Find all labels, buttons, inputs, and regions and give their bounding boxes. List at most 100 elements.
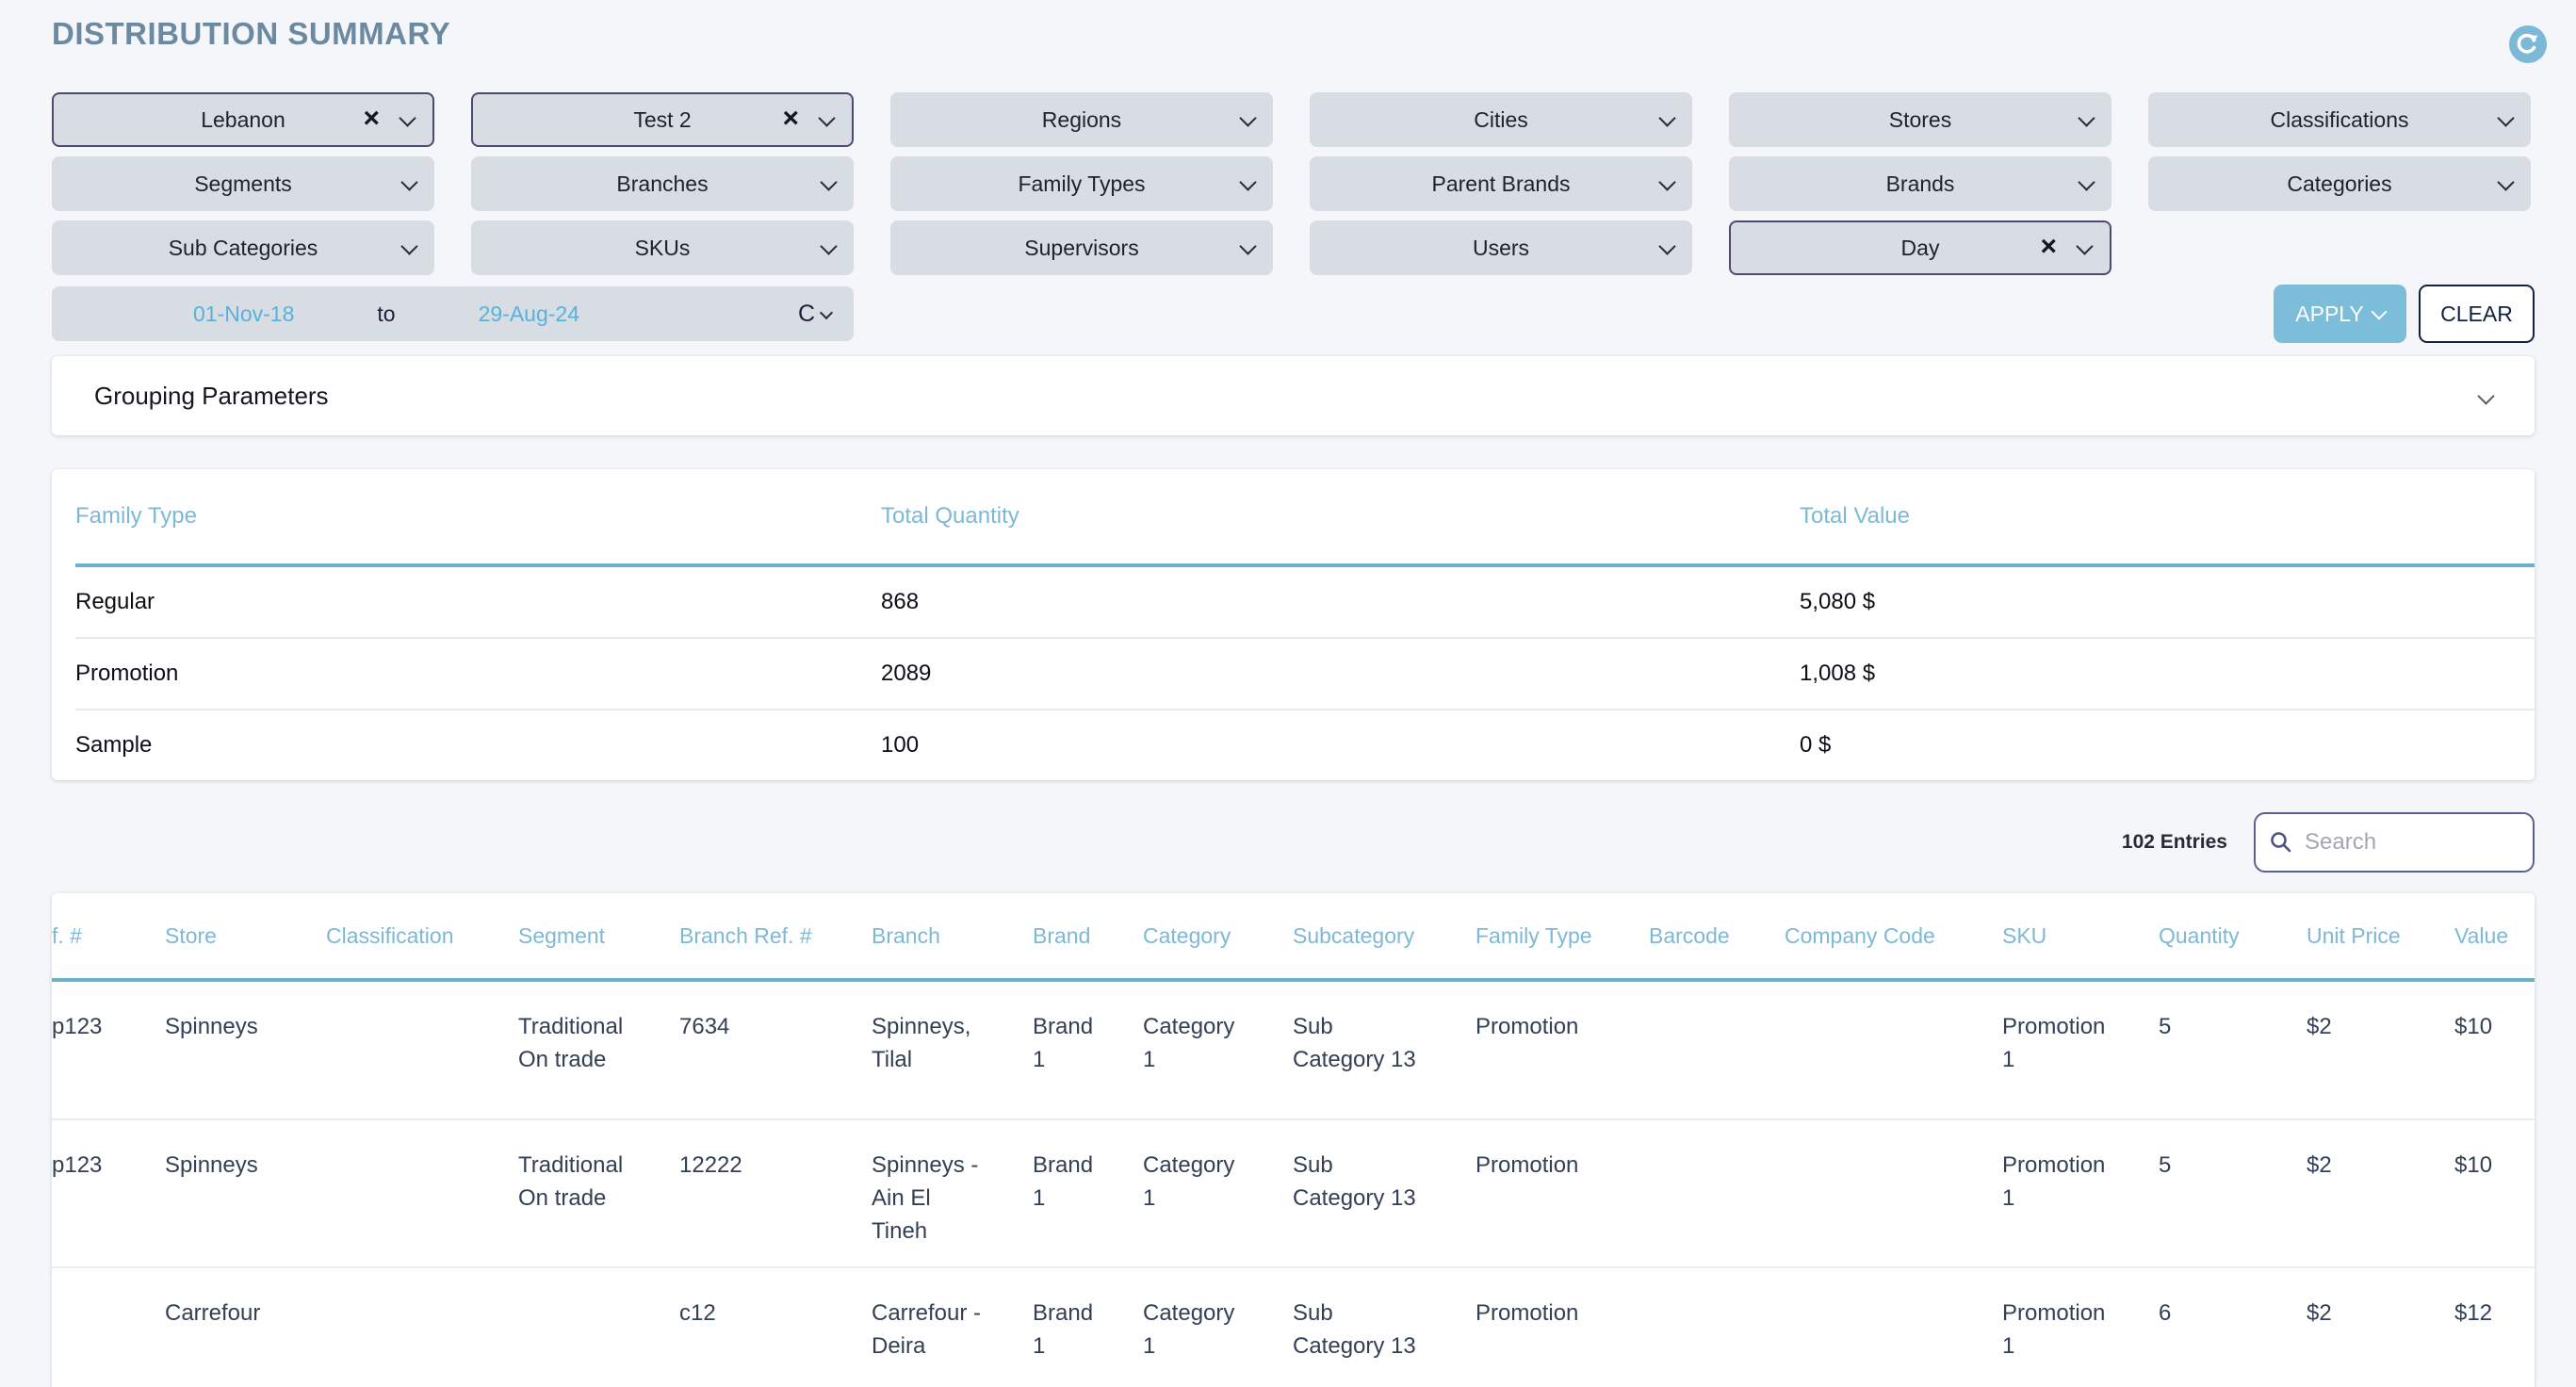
search-input[interactable] xyxy=(2303,828,2519,857)
date-and-actions-row: 01-Nov-18 to 29-Aug-24 C APPLY CLEAR xyxy=(52,285,2535,343)
summary-cell-total-quantity: 2089 xyxy=(881,661,932,686)
filter-supervisors-label: Supervisors xyxy=(1024,235,1139,260)
details-header-family-type: Family Type xyxy=(1475,893,1649,982)
filter-parent-brands[interactable]: Parent Brands xyxy=(1310,156,1692,211)
date-separator-label: to xyxy=(377,301,396,326)
details-cell-company-code xyxy=(1785,980,2002,1119)
chevron-down-icon xyxy=(2497,173,2515,191)
search-icon xyxy=(2269,830,2293,855)
date-from[interactable]: 01-Nov-18 xyxy=(193,301,295,326)
date-preset-label: C xyxy=(797,300,815,327)
details-row: p123 Spinneys Traditional On trade 7634 … xyxy=(52,980,2535,1119)
filter-projects[interactable]: Test 2 × xyxy=(471,92,854,147)
details-cell-branch-ref: 7634 xyxy=(679,1014,730,1039)
filter-users[interactable]: Users xyxy=(1310,220,1692,275)
clear-icon[interactable]: × xyxy=(363,102,380,134)
summary-cell-total-quantity: 100 xyxy=(881,732,920,758)
filter-sub-categories[interactable]: Sub Categories xyxy=(52,220,434,275)
chevron-down-icon xyxy=(1239,109,1257,127)
summary-row: Sample 100 0 $ xyxy=(75,709,2535,780)
filter-skus[interactable]: SKUs xyxy=(471,220,854,275)
filter-projects-label: Test 2 xyxy=(633,106,692,132)
summary-cell-total-value: 5,080 $ xyxy=(1800,589,1876,614)
summary-header-total-value: Total Value xyxy=(1800,503,1910,529)
date-to[interactable]: 29-Aug-24 xyxy=(478,301,579,326)
filter-cities-label: Cities xyxy=(1474,106,1528,132)
clear-icon[interactable]: × xyxy=(2040,230,2057,262)
summary-table: Family Type Total Quantity Total Value R… xyxy=(52,469,2535,780)
details-table-card: f. # Store Classification Segment Branch… xyxy=(52,893,2535,1387)
chevron-down-icon xyxy=(2078,109,2095,127)
details-cell-value: $10 xyxy=(2454,1118,2535,1267)
details-cell-subcategory: Sub Category 13 xyxy=(1293,1014,1416,1072)
details-cell-category: Category 1 xyxy=(1143,1118,1293,1267)
filter-family-types[interactable]: Family Types xyxy=(890,156,1273,211)
details-header-unit-price: Unit Price xyxy=(2307,893,2454,982)
details-cell-unit-price: $2 xyxy=(2307,1118,2454,1267)
chevron-down-icon[interactable] xyxy=(2477,386,2495,405)
details-cell-value: $12 xyxy=(2454,1266,2535,1387)
details-header-classification: Classification xyxy=(326,893,518,982)
filter-regions-label: Regions xyxy=(1041,106,1122,132)
grouping-parameters-title: Grouping Parameters xyxy=(94,381,329,410)
chevron-down-icon xyxy=(2371,303,2388,320)
filter-stores[interactable]: Stores xyxy=(1729,92,2111,147)
details-header-row: f. # Store Classification Segment Branch… xyxy=(52,893,2535,982)
chevron-down-icon xyxy=(400,173,418,191)
summary-table-header: Family Type Total Quantity Total Value xyxy=(75,469,2535,567)
filter-brands[interactable]: Brands xyxy=(1729,156,2111,211)
clear-button[interactable]: CLEAR xyxy=(2419,285,2535,343)
details-cell-sku: Promotion 1 xyxy=(2002,1266,2159,1387)
date-preset-toggle[interactable]: C xyxy=(797,300,834,328)
chevron-down-icon xyxy=(820,173,838,191)
date-range-picker[interactable]: 01-Nov-18 to 29-Aug-24 C xyxy=(52,286,854,341)
filter-parent-brands-label: Parent Brands xyxy=(1431,171,1571,196)
summary-row: Regular 868 5,080 $ xyxy=(75,567,2535,637)
filter-regions[interactable]: Regions xyxy=(890,92,1273,147)
summary-cell-total-value: 1,008 $ xyxy=(1800,661,1876,686)
grouping-parameters-header[interactable]: Grouping Parameters xyxy=(52,356,2535,435)
details-cell-branch-ref: c12 xyxy=(679,1266,872,1387)
summary-cell-family-type: Promotion xyxy=(75,661,179,686)
refresh-icon[interactable] xyxy=(2509,25,2547,63)
filter-segments[interactable]: Segments xyxy=(52,156,434,211)
apply-button[interactable]: APPLY xyxy=(2274,285,2406,343)
filter-day[interactable]: Day × xyxy=(1729,220,2111,275)
filter-branches[interactable]: Branches xyxy=(471,156,854,211)
details-cell-store: Spinneys xyxy=(165,1014,258,1039)
details-toolbar: 102 Entries xyxy=(52,812,2535,873)
details-cell-company-code xyxy=(1785,1266,2002,1387)
details-cell-subcategory: Sub Category 13 xyxy=(1293,1266,1475,1387)
details-cell-segment xyxy=(518,1266,679,1387)
filter-supervisors[interactable]: Supervisors xyxy=(890,220,1273,275)
details-cell-unit-price: $2 xyxy=(2307,1266,2454,1387)
apply-button-label: APPLY xyxy=(2295,301,2364,326)
filter-classifications[interactable]: Classifications xyxy=(2148,92,2531,147)
summary-header-total-quantity: Total Quantity xyxy=(881,503,1019,529)
details-header-branch: Branch xyxy=(872,893,1033,982)
search-box[interactable] xyxy=(2254,812,2535,873)
details-header-ref: f. # xyxy=(52,893,165,982)
details-cell-brand: Brand 1 xyxy=(1033,1118,1143,1267)
details-cell-company-code xyxy=(1785,1118,2002,1267)
details-row: Carrefour c12 Carrefour - Deira Brand 1 … xyxy=(52,1266,2535,1387)
filter-countries[interactable]: Lebanon × xyxy=(52,92,434,147)
filter-cities[interactable]: Cities xyxy=(1310,92,1692,147)
entries-count: 102 Entries xyxy=(2121,831,2227,853)
details-cell-classification xyxy=(326,1118,518,1267)
details-cell-branch: Spinneys - Ain El Tineh xyxy=(872,1118,1033,1267)
details-cell-value: $10 xyxy=(2454,1014,2493,1039)
summary-cell-total-value: 0 $ xyxy=(1800,732,1832,758)
chevron-down-icon xyxy=(2497,109,2515,127)
details-cell-family-type: Promotion xyxy=(1475,1266,1649,1387)
details-header-category: Category xyxy=(1143,893,1293,982)
summary-cell-family-type: Sample xyxy=(75,732,153,758)
details-header-barcode: Barcode xyxy=(1649,893,1785,982)
clear-icon[interactable]: × xyxy=(782,102,799,134)
details-header-branch-ref: Branch Ref. # xyxy=(679,893,872,982)
details-cell-branch-ref: 12222 xyxy=(679,1118,872,1267)
filter-categories[interactable]: Categories xyxy=(2148,156,2531,211)
filters-panel: Lebanon × Test 2 × Regions Cities Stores xyxy=(52,92,2535,343)
details-cell-brand: Brand 1 xyxy=(1033,1014,1094,1072)
